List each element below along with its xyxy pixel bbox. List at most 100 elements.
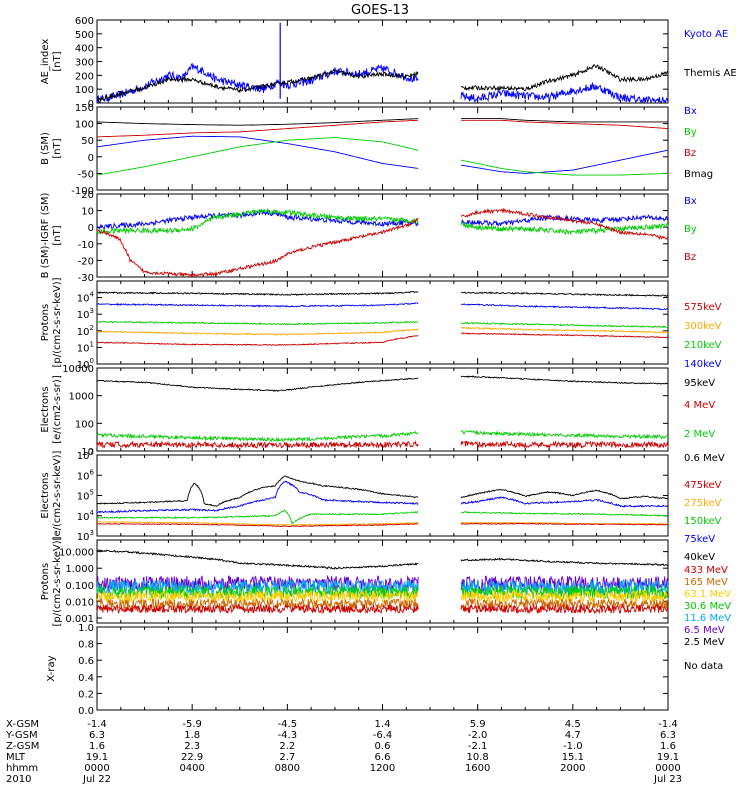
series-line-by: [96, 207, 419, 235]
series-line-150kev: [96, 509, 419, 525]
series-line-210kev: [460, 321, 669, 329]
series-line-300kev: [460, 326, 669, 334]
series-line-40kev: [96, 475, 419, 507]
series-line-themis-ae: [97, 68, 419, 103]
legend-entry: 30.6 MeV: [684, 601, 731, 612]
legend-entry: 75keV: [684, 534, 715, 545]
legend-entry: 95keV: [684, 378, 715, 389]
y-tick-label: 0.0: [78, 706, 94, 717]
series-line-140kev: [96, 302, 419, 308]
legend-entry: 433 MeV: [684, 565, 728, 576]
axis-tick-value: 6.3: [660, 730, 676, 741]
series-line-bz: [96, 218, 419, 278]
series-line-95kev: [96, 291, 419, 296]
series-line-2-5-mev: [96, 549, 419, 570]
axis-tick-value: 2000: [560, 763, 585, 774]
y-tick-exponent: 3: [90, 529, 94, 537]
y-tick-exponent: 4: [90, 509, 95, 517]
legend-entry: 0.6 MeV: [684, 453, 725, 464]
series-line-433-mev: [96, 603, 419, 615]
y-tick-exponent: 0: [90, 357, 94, 365]
axis-tick-value: 0400: [179, 763, 204, 774]
series-line-2-mev: [96, 430, 419, 443]
y-tick-label: -100: [71, 186, 94, 197]
y-tick-label: 600: [75, 16, 94, 27]
series-line-575kev: [460, 332, 669, 339]
y-tick-label: 0.100: [65, 581, 94, 592]
series-line-bmag: [96, 118, 419, 126]
axis-tick-value: 2.3: [184, 741, 200, 752]
y-axis-label: B (SM): [40, 132, 51, 165]
series-line-by: [460, 159, 668, 176]
y-tick-label: 104: [77, 291, 95, 305]
y-tick-label: 10: [81, 447, 94, 458]
y-tick-label: 10.000: [59, 548, 94, 559]
legend-entry: 4 MeV: [684, 400, 715, 411]
series-line-2-mev: [460, 429, 669, 440]
y-tick-label: 100: [75, 120, 94, 131]
legend-entry: Bmag: [684, 169, 713, 180]
y-tick-label: 1.0: [78, 623, 94, 634]
series-line-63-1-mev: [96, 589, 419, 604]
y-axis-label: B (SM)-IGRF (SM): [40, 193, 51, 279]
axis-tick-value: 19.1: [86, 752, 108, 763]
series-line-bx: [96, 135, 419, 169]
series-line-themis-ae: [460, 64, 669, 92]
y-axis-label: [nT]: [52, 51, 63, 71]
legend-entry: Bz: [684, 148, 696, 159]
axis-tick-value: 10.8: [467, 752, 489, 763]
legend-entry: 63.1 MeV: [684, 589, 731, 600]
legend-entry: By: [684, 224, 697, 235]
series-line-140kev: [460, 303, 669, 311]
y-axis-label: Protons: [40, 304, 51, 341]
panel-2: -100 -50 0 50 100 150 B (SM) [nT] Bx By Bz Bmag: [40, 103, 713, 197]
y-axis-label: [nT]: [52, 138, 63, 158]
axis-tick-value: 5.9: [470, 719, 486, 730]
axis-tick-value: 19.1: [657, 752, 679, 763]
legend-entry: Bx: [684, 106, 697, 117]
axis-tick-value: 2.7: [279, 752, 295, 763]
series-line-275kev: [96, 520, 419, 526]
y-tick-label: 400: [75, 44, 94, 55]
y-tick-label: 10000: [62, 364, 94, 375]
series-line-4-mev: [460, 440, 669, 449]
axis-row-label: Z-GSM: [6, 741, 39, 752]
axis-row-label: hhmm: [6, 763, 38, 774]
y-tick-label: 1000: [69, 392, 94, 403]
y-tick-label: 0.4: [78, 673, 94, 684]
y-tick-exponent: 2: [90, 324, 94, 332]
y-tick-label: 102: [77, 324, 94, 338]
legend-entry: 2 MeV: [684, 429, 715, 440]
y-tick-exponent: 5: [90, 489, 94, 497]
series-line-150kev: [460, 511, 668, 517]
y-tick-label: -10: [78, 240, 94, 251]
axis-tick-value: 1.4: [375, 719, 391, 730]
series-line-bx: [96, 209, 419, 231]
y-axis-label: [p/(cm2-s-sr-keV)]: [52, 277, 63, 367]
y-tick-exponent: 4: [90, 291, 95, 299]
legend-entry: 2.5 MeV: [684, 637, 725, 648]
series-line-433-mev: [460, 603, 669, 615]
y-axis-label: Protons: [40, 563, 51, 600]
axis-tick-value: -1.4: [658, 719, 678, 730]
y-tick-label: 0.8: [78, 640, 94, 651]
axis-tick-value: -1.0: [563, 741, 583, 752]
series-line-30-6-mev: [96, 584, 419, 601]
legend-entry: No data: [684, 661, 723, 672]
axis-tick-value: -4.3: [278, 730, 298, 741]
panel-5: 10 100 1000 10000 Electrons [e/(cm2-s-sr)] 4 M…: [40, 364, 725, 464]
legend-entry: By: [684, 127, 697, 138]
axis-tick-value: 0000: [84, 763, 109, 774]
y-axis-label: [nT]: [52, 225, 63, 245]
axis-tick-value: 22.9: [181, 752, 203, 763]
y-tick-label: 500: [75, 30, 94, 41]
y-tick-label: 0.010: [65, 597, 94, 608]
y-axis-label: [p/(cm2-s-sr-keV)]: [52, 536, 63, 626]
series-line-kyoto-ae: [460, 81, 669, 104]
legend-entry: 150keV: [684, 516, 722, 527]
series-line-165-mev: [460, 597, 669, 611]
y-tick-label: 0.6: [78, 656, 94, 667]
y-axis-label: [e/(cm2-s-sr)]: [52, 375, 63, 444]
